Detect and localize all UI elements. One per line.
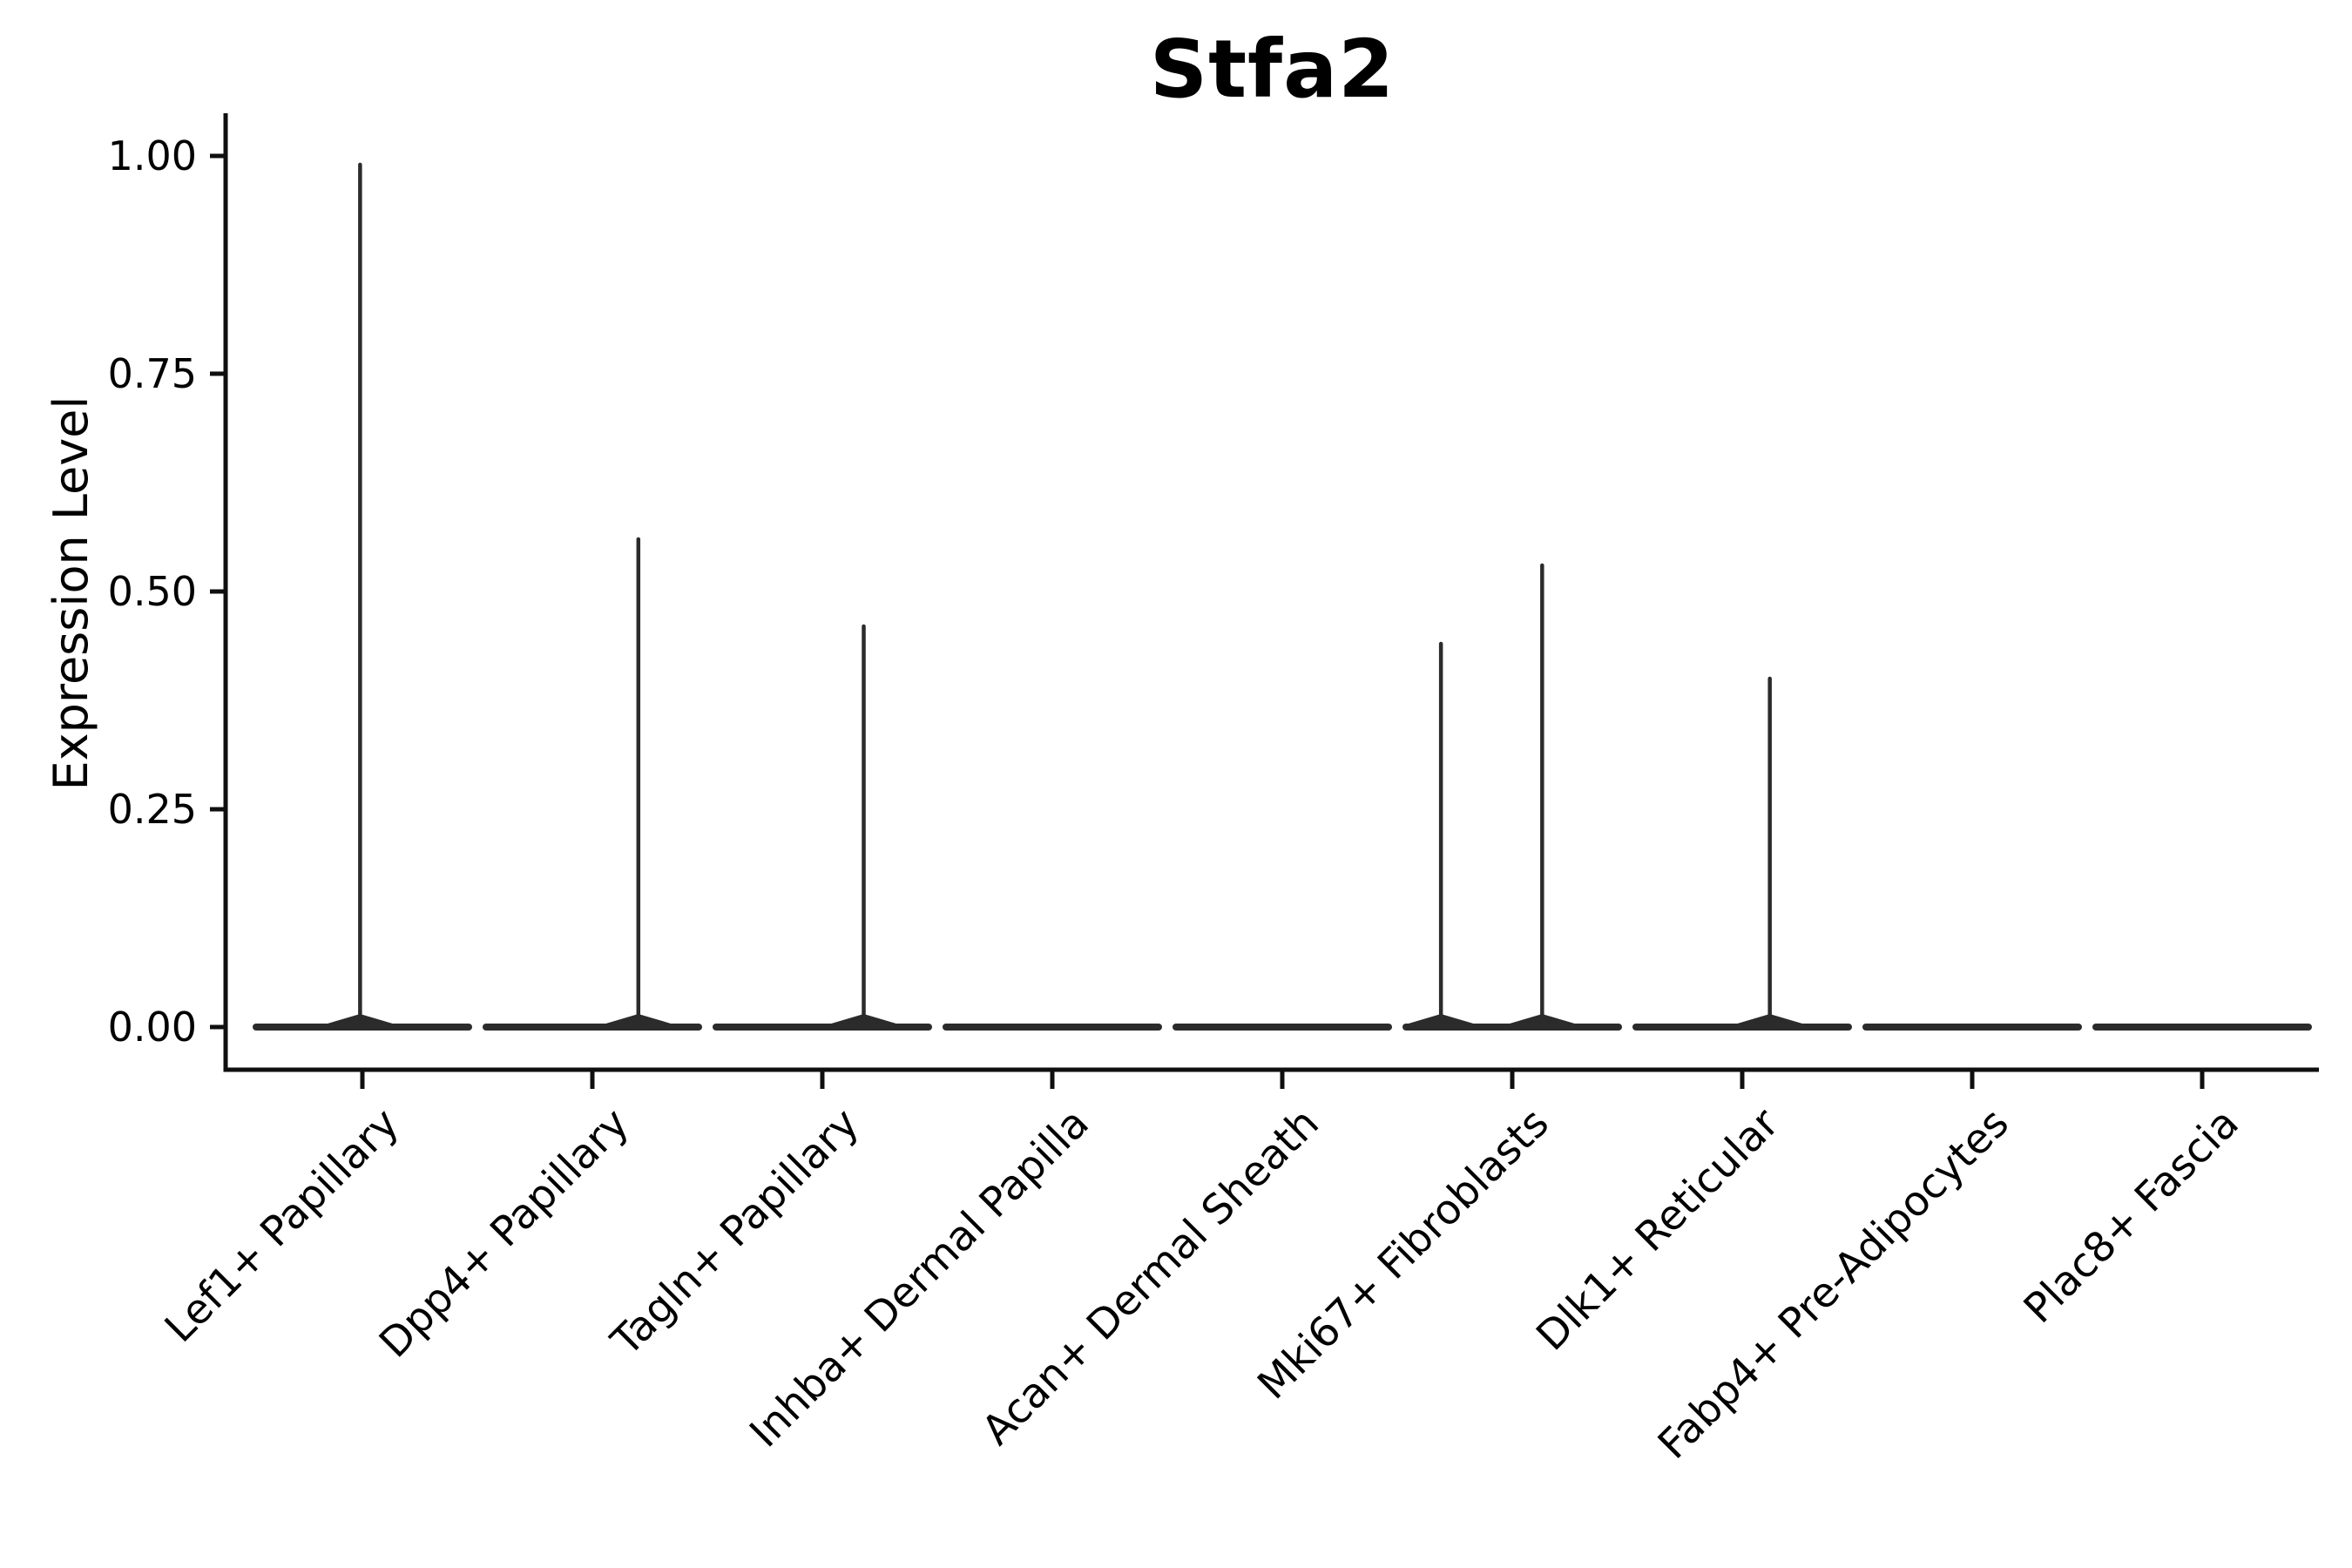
y-tick-label: 0.00 [107, 1004, 197, 1051]
y-tick-label: 1.00 [107, 132, 197, 179]
y-tick-label: 0.25 [107, 786, 197, 833]
y-tick-label: 0.50 [107, 568, 197, 615]
y-tick-label: 0.75 [107, 350, 197, 397]
chart-title: Stfa2 [1149, 23, 1396, 116]
